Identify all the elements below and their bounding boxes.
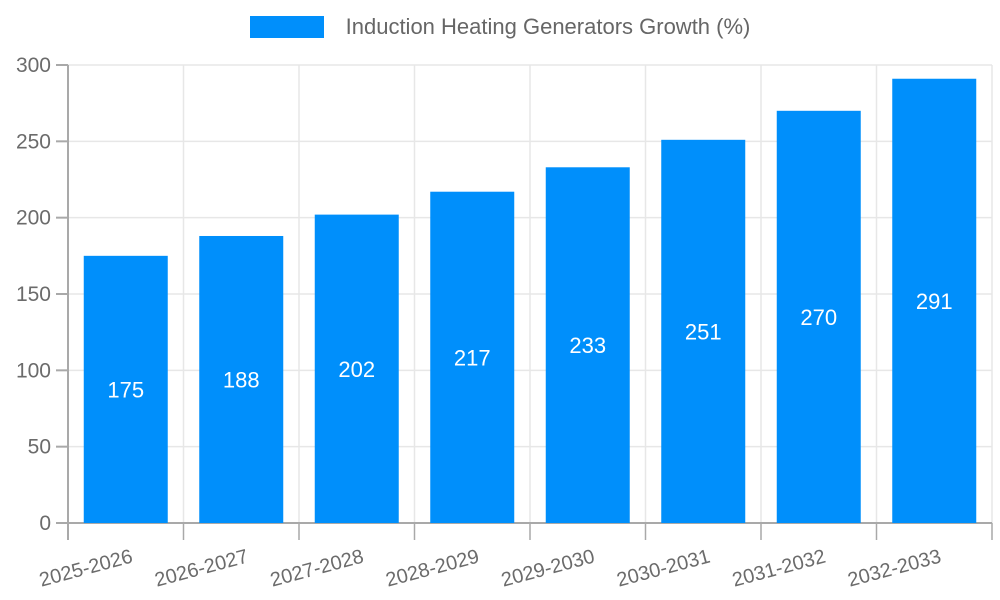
x-axis-tick-label: 2032-2033 xyxy=(845,546,943,592)
chart-legend: Induction Heating Generators Growth (%) xyxy=(0,16,1000,38)
bar[interactable] xyxy=(83,255,168,524)
legend-swatch-icon xyxy=(249,16,324,38)
bar[interactable] xyxy=(199,235,284,523)
bar-value-label: 291 xyxy=(916,289,953,314)
y-axis-tick-label: 50 xyxy=(28,436,51,459)
x-axis-tick-label: 2027-2028 xyxy=(268,546,366,592)
x-axis-tick-label: 2025-2026 xyxy=(37,546,135,592)
bar-value-label: 217 xyxy=(454,345,491,370)
y-axis-tick-label: 300 xyxy=(16,54,51,77)
bar[interactable] xyxy=(892,78,977,524)
y-axis-tick-label: 150 xyxy=(16,283,51,306)
legend-label: Induction Heating Generators Growth (%) xyxy=(345,14,751,39)
bar[interactable] xyxy=(430,191,515,524)
bar[interactable] xyxy=(661,139,746,523)
bar-value-label: 188 xyxy=(223,367,260,392)
y-axis-tick-label: 200 xyxy=(16,207,51,230)
bar-value-label: 251 xyxy=(685,319,722,344)
bar[interactable] xyxy=(545,167,630,523)
x-axis-tick-label: 2028-2029 xyxy=(383,546,481,592)
x-axis-tick-label: 2030-2031 xyxy=(614,546,712,592)
y-axis-tick-label: 100 xyxy=(16,359,51,382)
legend-item[interactable]: Induction Heating Generators Growth (%) xyxy=(249,14,751,39)
x-axis-tick-label: 2029-2030 xyxy=(499,546,597,592)
x-axis-tick-label: 2026-2027 xyxy=(152,546,250,592)
x-axis-tick-label: 2031-2032 xyxy=(730,546,828,592)
bar[interactable] xyxy=(314,214,399,523)
bar-value-label: 175 xyxy=(107,377,144,402)
y-axis-tick-label: 250 xyxy=(16,130,51,153)
y-axis-tick-label: 0 xyxy=(39,512,51,535)
bar-value-label: 270 xyxy=(800,305,837,330)
bar[interactable] xyxy=(776,110,861,524)
bar-value-label: 233 xyxy=(569,333,606,358)
bar-value-label: 202 xyxy=(338,357,375,382)
